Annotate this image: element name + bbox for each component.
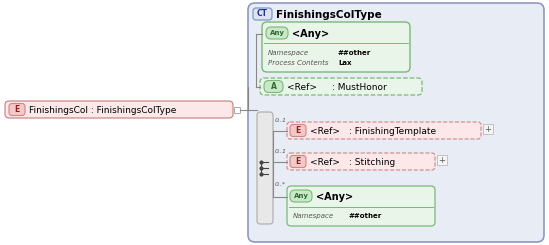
Text: E: E xyxy=(295,157,301,166)
Text: <Any>: <Any> xyxy=(292,29,329,39)
Text: : MustHonor: : MustHonor xyxy=(332,83,386,91)
FancyBboxPatch shape xyxy=(287,153,435,170)
Text: E: E xyxy=(295,126,301,135)
Bar xyxy=(234,107,240,112)
FancyBboxPatch shape xyxy=(290,156,306,168)
Text: : FinishingTemplate: : FinishingTemplate xyxy=(349,126,436,135)
Text: +: + xyxy=(485,124,491,134)
Text: Process Contents: Process Contents xyxy=(268,60,328,66)
Text: +: + xyxy=(439,156,445,164)
Text: ##other: ##other xyxy=(338,50,371,56)
FancyBboxPatch shape xyxy=(264,81,283,93)
Text: 0..*: 0..* xyxy=(275,182,286,186)
FancyBboxPatch shape xyxy=(248,3,544,242)
Text: Namespace: Namespace xyxy=(293,213,334,219)
FancyBboxPatch shape xyxy=(287,122,481,139)
Text: 0..1: 0..1 xyxy=(275,118,287,122)
Text: <Ref>: <Ref> xyxy=(310,126,340,135)
FancyBboxPatch shape xyxy=(262,22,410,72)
FancyBboxPatch shape xyxy=(266,27,288,39)
Bar xyxy=(437,155,447,165)
Text: Any: Any xyxy=(294,193,309,199)
Text: A: A xyxy=(271,82,277,91)
Text: FinishingsColType: FinishingsColType xyxy=(276,10,382,20)
Text: Namespace: Namespace xyxy=(268,50,309,56)
Text: <Any>: <Any> xyxy=(316,192,353,202)
Text: : Stitching: : Stitching xyxy=(349,158,395,167)
Text: CT: CT xyxy=(257,10,268,19)
FancyBboxPatch shape xyxy=(253,8,272,20)
FancyBboxPatch shape xyxy=(257,112,273,224)
Text: ##other: ##other xyxy=(349,213,382,219)
Text: Lax: Lax xyxy=(338,60,351,66)
Text: 0..1: 0..1 xyxy=(275,148,287,154)
FancyBboxPatch shape xyxy=(290,190,312,202)
Text: <Ref>: <Ref> xyxy=(310,158,340,167)
Text: <Ref>: <Ref> xyxy=(287,83,317,91)
Text: Any: Any xyxy=(270,30,284,36)
FancyBboxPatch shape xyxy=(260,78,422,95)
FancyBboxPatch shape xyxy=(5,101,233,118)
Bar xyxy=(483,124,493,134)
FancyBboxPatch shape xyxy=(9,103,25,115)
Text: FinishingsCol : FinishingsColType: FinishingsCol : FinishingsColType xyxy=(29,106,176,114)
Text: E: E xyxy=(14,105,20,114)
FancyBboxPatch shape xyxy=(290,124,306,136)
FancyBboxPatch shape xyxy=(287,186,435,226)
